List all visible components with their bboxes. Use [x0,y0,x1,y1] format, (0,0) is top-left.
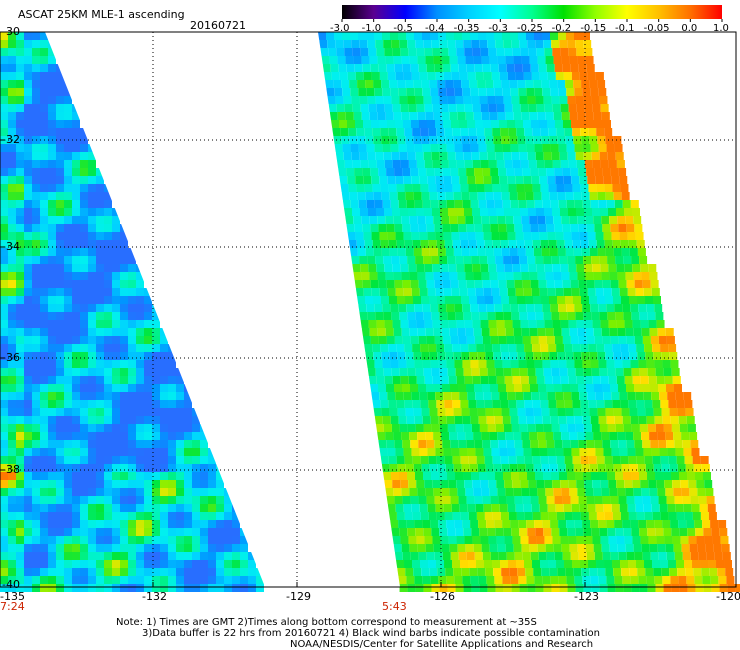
lat-lon-grid [0,31,737,588]
lat-label: -32 [2,133,20,146]
wind-swaths [0,32,740,592]
lon-label: -120 [716,590,740,603]
lat-label: -36 [2,351,20,364]
colorbar-label: -0.35 [453,23,480,34]
colorbar-label: -0.4 [425,23,445,34]
colorbar-label: -1.0 [361,23,382,34]
map-frame [0,31,737,588]
lon-label: -129 [286,590,311,603]
lon-label: -123 [574,590,599,603]
colorbar-label: -0.25 [517,23,543,34]
colorbar-gradient [342,5,722,19]
lat-label: -30 [2,25,20,38]
product-title: ASCAT 25KM MLE-1 ascending [18,8,185,21]
colorbar [341,5,723,22]
lon-label: -132 [142,590,167,603]
swath-time-left: 7:24 [0,600,25,613]
colorbar-label: -3.0 [330,23,350,34]
colorbar-label: 1.0 [713,23,729,34]
note-line-3: NOAA/NESDIS/Center for Satellite Applica… [290,639,594,650]
colorbar-label: -0.05 [643,23,670,34]
lon-label: -135 [0,590,25,603]
colorbar-label: -0.5 [393,23,413,34]
lat-label: -38 [2,463,20,476]
lon-label: -126 [430,590,455,603]
swath-time-right: 5:43 [382,600,407,613]
lat-label: -40 [2,578,20,591]
colorbar-label: 0.0 [681,23,698,34]
colorbar-label: -0.15 [580,23,607,34]
lat-label: -34 [2,240,20,253]
note-line-2: 3)Data buffer is 22 hrs from 20160721 4)… [142,628,600,639]
note-line-1: Note: 1) Times are GMT 2)Times along bot… [116,617,537,628]
product-date: 20160721 [190,19,246,32]
colorbar-label: -0.3 [488,23,508,34]
colorbar-label: -0.1 [615,23,635,34]
colorbar-label: -0.2 [551,23,572,34]
